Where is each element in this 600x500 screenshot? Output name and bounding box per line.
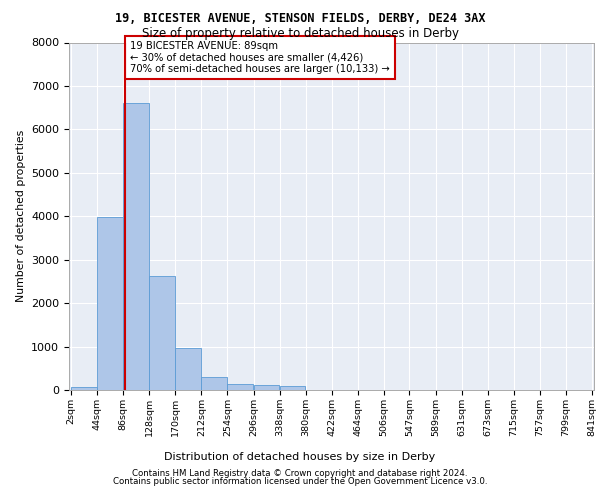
Text: Contains public sector information licensed under the Open Government Licence v3: Contains public sector information licen…	[113, 477, 487, 486]
Bar	[175, 348, 201, 390]
Text: 19 BICESTER AVENUE: 89sqm
← 30% of detached houses are smaller (4,426)
70% of se: 19 BICESTER AVENUE: 89sqm ← 30% of detac…	[130, 41, 389, 74]
Bar	[123, 104, 149, 390]
Bar	[280, 386, 305, 390]
Bar	[97, 217, 123, 390]
Text: Distribution of detached houses by size in Derby: Distribution of detached houses by size …	[164, 452, 436, 462]
Bar	[227, 384, 253, 390]
Bar	[149, 276, 175, 390]
Text: Size of property relative to detached houses in Derby: Size of property relative to detached ho…	[142, 28, 458, 40]
Y-axis label: Number of detached properties: Number of detached properties	[16, 130, 26, 302]
Bar	[254, 385, 280, 390]
Bar	[202, 376, 227, 390]
Text: Contains HM Land Registry data © Crown copyright and database right 2024.: Contains HM Land Registry data © Crown c…	[132, 468, 468, 477]
Bar	[71, 386, 97, 390]
Text: 19, BICESTER AVENUE, STENSON FIELDS, DERBY, DE24 3AX: 19, BICESTER AVENUE, STENSON FIELDS, DER…	[115, 12, 485, 26]
